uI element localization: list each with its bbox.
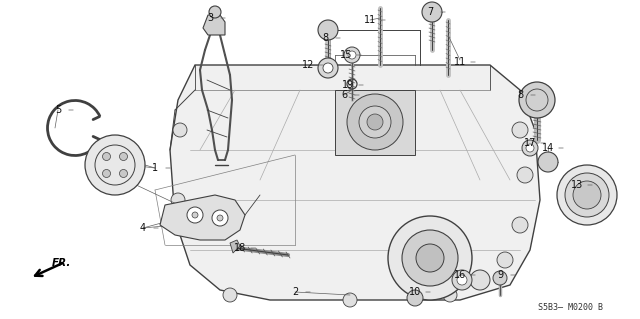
Circle shape — [192, 212, 198, 218]
Circle shape — [102, 169, 111, 177]
Circle shape — [512, 122, 528, 138]
Text: 6: 6 — [341, 90, 347, 100]
Circle shape — [407, 290, 423, 306]
Text: 13: 13 — [571, 180, 583, 190]
Text: 8: 8 — [517, 90, 523, 100]
Polygon shape — [160, 195, 245, 240]
Circle shape — [102, 152, 111, 160]
Circle shape — [318, 58, 338, 78]
Circle shape — [493, 271, 507, 285]
Circle shape — [323, 63, 333, 73]
Text: 1: 1 — [152, 163, 158, 173]
Text: 11: 11 — [364, 15, 376, 25]
Text: 16: 16 — [454, 270, 466, 280]
Circle shape — [452, 270, 472, 290]
Circle shape — [344, 47, 360, 63]
Circle shape — [526, 144, 534, 152]
Circle shape — [422, 2, 442, 22]
Circle shape — [519, 82, 555, 118]
Text: 12: 12 — [302, 60, 314, 70]
Circle shape — [223, 288, 237, 302]
Circle shape — [522, 140, 538, 156]
Circle shape — [318, 20, 338, 40]
Circle shape — [343, 293, 357, 307]
Circle shape — [217, 215, 223, 221]
Text: 5: 5 — [55, 105, 61, 115]
Polygon shape — [203, 15, 225, 35]
Polygon shape — [335, 90, 415, 155]
Text: 2: 2 — [292, 287, 298, 297]
Text: 9: 9 — [497, 270, 503, 280]
Polygon shape — [230, 240, 240, 253]
Text: 3: 3 — [207, 13, 213, 23]
Circle shape — [470, 270, 490, 290]
Circle shape — [359, 106, 391, 138]
Circle shape — [187, 207, 203, 223]
Text: 15: 15 — [340, 50, 352, 60]
Text: 4: 4 — [140, 223, 146, 233]
Circle shape — [443, 288, 457, 302]
Circle shape — [171, 193, 185, 207]
Text: 14: 14 — [542, 143, 554, 153]
Circle shape — [85, 135, 145, 195]
Circle shape — [209, 6, 221, 18]
Text: 19: 19 — [342, 80, 354, 90]
Circle shape — [512, 217, 528, 233]
Circle shape — [457, 275, 467, 285]
Circle shape — [416, 244, 444, 272]
Circle shape — [517, 167, 533, 183]
Circle shape — [120, 152, 127, 160]
Text: 10: 10 — [409, 287, 421, 297]
Text: 18: 18 — [234, 243, 246, 253]
Text: 17: 17 — [524, 138, 536, 148]
Circle shape — [402, 230, 458, 286]
Text: 7: 7 — [427, 7, 433, 17]
Circle shape — [538, 152, 558, 172]
Polygon shape — [170, 65, 540, 300]
Text: FR.: FR. — [52, 258, 72, 268]
Circle shape — [557, 165, 617, 225]
Circle shape — [497, 252, 513, 268]
Circle shape — [347, 94, 403, 150]
Circle shape — [120, 169, 127, 177]
Circle shape — [212, 210, 228, 226]
Circle shape — [573, 181, 601, 209]
Circle shape — [367, 114, 383, 130]
Circle shape — [173, 123, 187, 137]
Text: 8: 8 — [322, 33, 328, 43]
Circle shape — [565, 173, 609, 217]
Text: S5B3– M0200 B: S5B3– M0200 B — [538, 303, 602, 313]
Circle shape — [388, 216, 472, 300]
Text: 11: 11 — [454, 57, 466, 67]
Circle shape — [348, 51, 356, 59]
